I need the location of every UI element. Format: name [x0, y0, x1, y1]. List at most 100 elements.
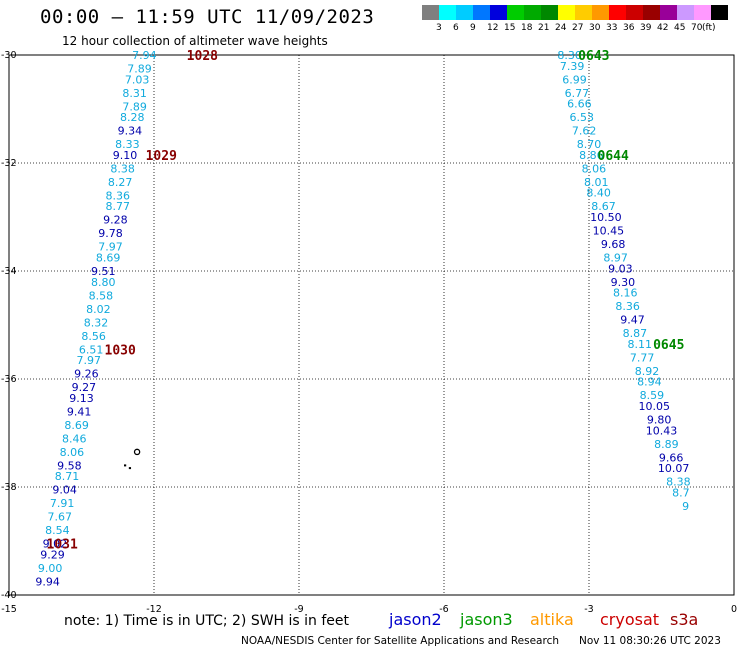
color-swatch	[660, 5, 677, 20]
wave-height-label: 8.36	[106, 189, 131, 202]
wave-height-label: 9.78	[98, 227, 123, 240]
wave-height-label: 7.94	[132, 49, 157, 62]
satellite-s3a: s3a	[670, 610, 699, 629]
color-swatch	[575, 5, 592, 20]
wave-height-label: 8.67	[591, 200, 616, 213]
color-label: 24	[555, 23, 567, 33]
wave-height-label: 7.62	[572, 125, 597, 138]
y-tick-label: -32	[1, 158, 17, 169]
color-unit: (ft)	[702, 23, 716, 33]
color-swatch	[422, 5, 439, 20]
wave-height-label: 10.05	[639, 400, 671, 413]
islet-marker	[128, 467, 132, 470]
wave-height-label: 9.68	[601, 238, 626, 251]
wave-height-label: 8.02	[86, 303, 111, 316]
wave-height-label: 8.31	[122, 87, 147, 100]
wave-height-label: 8.70	[577, 138, 602, 151]
axis-ticks: -15 -12 -9 -6 -3 0-30-32-34-36-38-40	[1, 50, 737, 615]
wave-height-label: 8.11	[628, 338, 653, 351]
wave-height-label: 8.27	[108, 176, 133, 189]
color-swatch	[541, 5, 558, 20]
color-label: 3	[436, 23, 442, 33]
color-swatch	[456, 5, 473, 20]
wave-height-label: 9.28	[103, 214, 128, 227]
wave-height-label: 9.29	[40, 549, 65, 562]
y-tick-label: -34	[1, 266, 17, 277]
color-swatch	[439, 5, 456, 20]
plot-frame	[8, 54, 735, 596]
wave-height-label: 8.71	[55, 470, 80, 483]
footer-note: note: 1) Time is in UTC; 2) SWH is in fe…	[64, 613, 350, 629]
islet-marker	[124, 464, 127, 467]
wave-height-label: 8.28	[120, 111, 145, 124]
wave-height-label: 6.77	[565, 87, 590, 100]
wave-height-label: 8.46	[62, 432, 87, 445]
color-label: 18	[521, 23, 533, 33]
wave-height-label: 8.38	[110, 162, 135, 175]
wave-height-label: 8.59	[640, 389, 665, 402]
wave-height-label: 6.66	[567, 98, 592, 111]
wave-height-label: 9.94	[35, 576, 60, 589]
wave-height-label: 9.51	[91, 265, 116, 278]
wave-height-label: 9.34	[118, 125, 143, 138]
wave-height-label: 8.97	[603, 252, 628, 265]
wave-height-label: 8.40	[586, 187, 611, 200]
color-label: 6	[453, 23, 459, 33]
color-swatch	[626, 5, 643, 20]
wave-height-label: 7.67	[48, 511, 73, 524]
wave-height-label: 9.27	[72, 381, 97, 394]
wave-height-label: 9.26	[74, 368, 99, 381]
wave-height-label: 8.80	[91, 276, 116, 289]
y-tick-label: -30	[1, 50, 17, 61]
wave-height-label: 8.54	[45, 524, 70, 537]
time-label: 0645	[653, 338, 684, 353]
wave-height-label: 10.43	[646, 424, 678, 437]
color-swatch	[524, 5, 541, 20]
wave-height-label: 8.89	[654, 438, 679, 451]
wave-height-label: 7.03	[125, 73, 150, 86]
grid-lines	[9, 55, 734, 595]
chart-subtitle: 12 hour collection of altimeter wave hei…	[62, 34, 328, 48]
x-tick-label: -6	[439, 604, 448, 615]
color-swatch	[609, 5, 626, 20]
y-tick-label: -36	[1, 374, 17, 385]
color-label: 42	[657, 23, 669, 33]
updated-timestamp: Nov 11 08:30:26 UTC 2023	[579, 635, 721, 647]
wave-height-label: 9.66	[659, 451, 684, 464]
wave-height-label: 7.39	[560, 60, 585, 73]
wave-height-label: 7.97	[98, 241, 123, 254]
wave-height-label: 7.97	[77, 354, 102, 367]
color-swatch	[677, 5, 694, 20]
color-label: 27	[572, 23, 584, 33]
x-tick-label: -3	[584, 604, 593, 615]
color-label: 45	[674, 23, 686, 33]
wave-height-label: 8.32	[84, 316, 109, 329]
wave-height-label: 6.53	[570, 111, 595, 124]
color-label: 70	[691, 23, 703, 33]
x-tick-label: -15	[1, 604, 17, 615]
color-label: 12	[487, 23, 499, 33]
time-label: 1028	[187, 49, 218, 64]
wave-height-label: 7.89	[127, 63, 152, 76]
y-tick-label: -38	[1, 482, 17, 493]
wave-height-label: 9.80	[647, 414, 672, 427]
wave-height-label: 8.92	[635, 365, 660, 378]
wave-height-label: 8.58	[89, 289, 114, 302]
wave-height-label: 9.02	[43, 538, 68, 551]
wave-height-label: 9	[682, 500, 689, 513]
land-features	[124, 448, 141, 470]
wave-height-label: 8.56	[81, 330, 106, 343]
wave-height-label: 8.33	[115, 138, 140, 151]
color-label: 33	[606, 23, 618, 33]
chart-title: 00:00 – 11:59 UTC 11/09/2023	[40, 6, 375, 28]
time-label: 1031	[47, 538, 78, 553]
wave-height-label: 7.77	[630, 351, 655, 364]
color-label: 9	[470, 23, 476, 33]
wave-height-label: 9.03	[608, 262, 633, 275]
wave-height-label: 8.7	[672, 486, 690, 499]
color-label: 21	[538, 23, 550, 33]
wave-height-label: 9.47	[620, 314, 645, 327]
color-swatch	[473, 5, 490, 20]
x-tick-label: -12	[146, 604, 162, 615]
